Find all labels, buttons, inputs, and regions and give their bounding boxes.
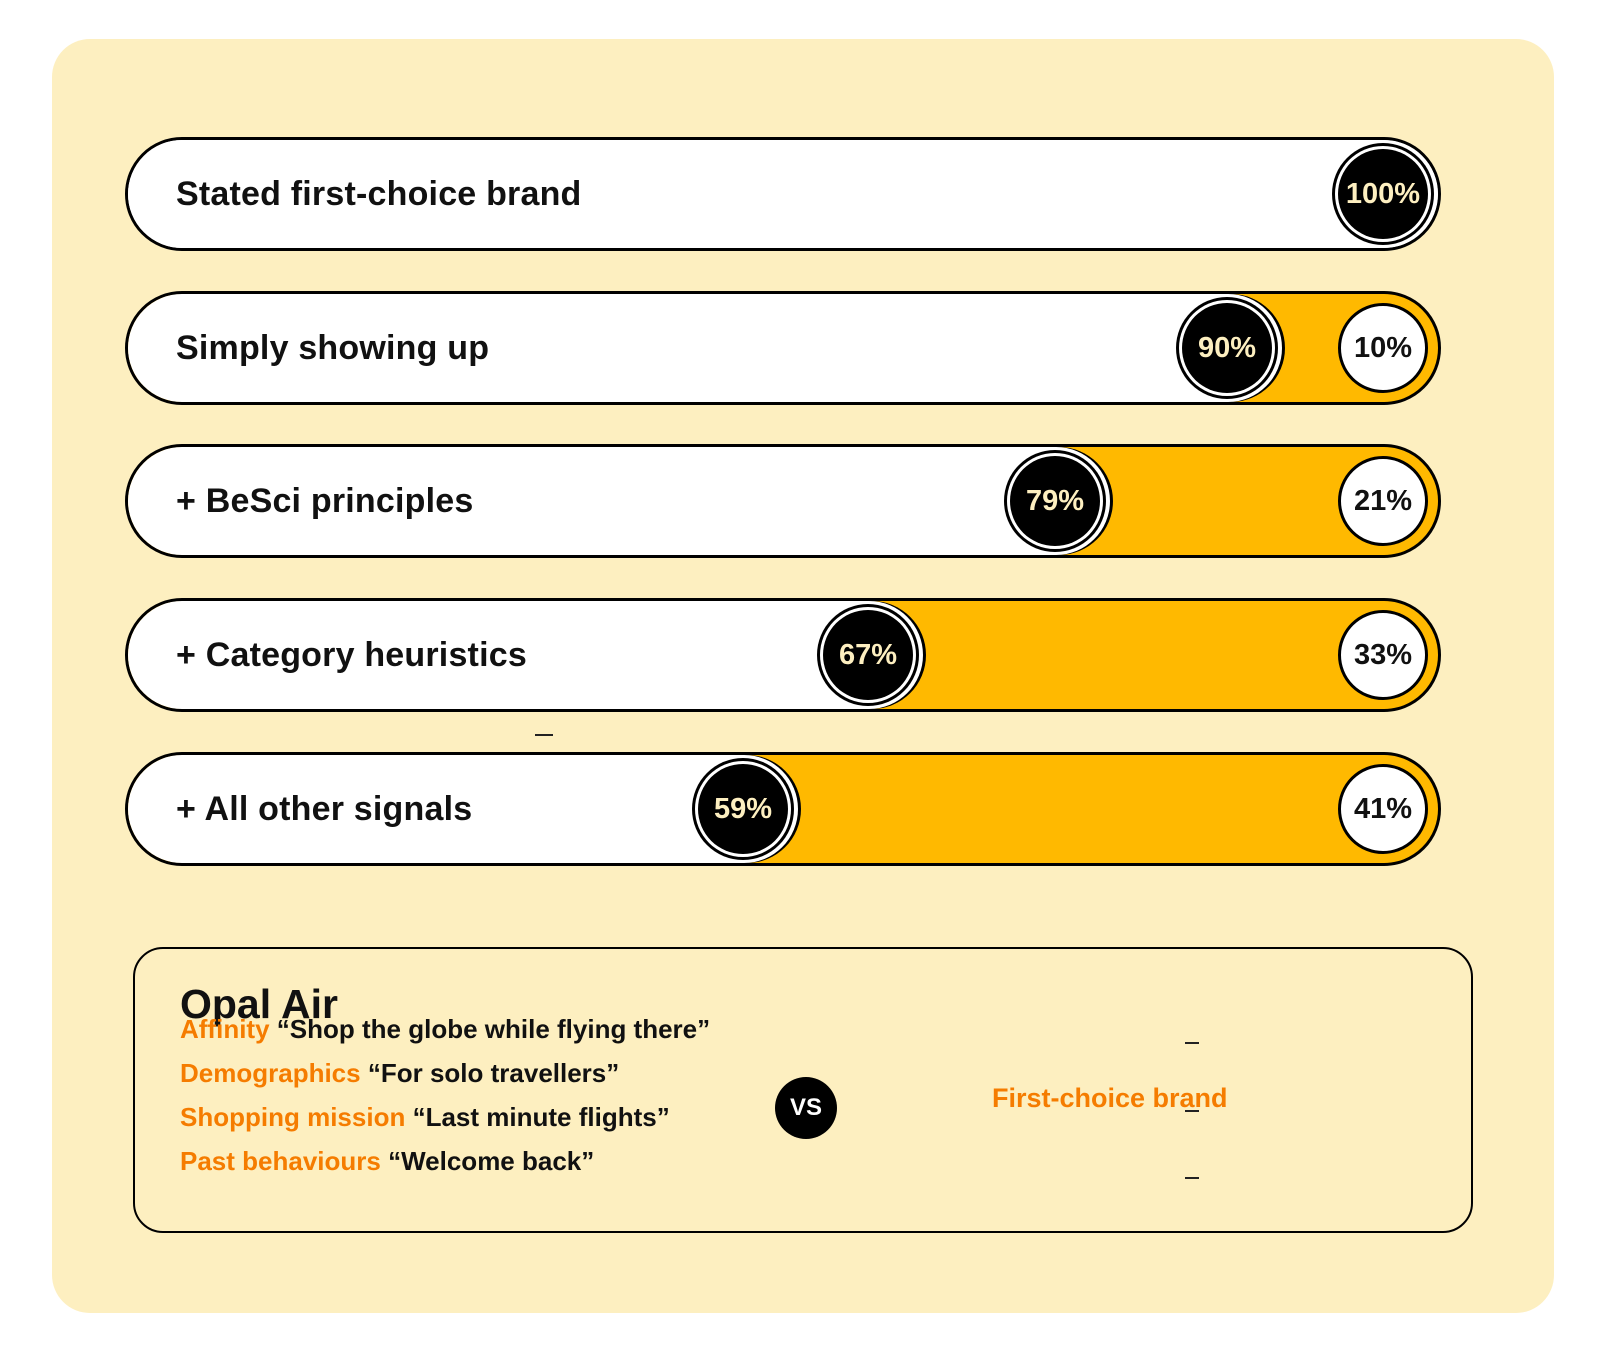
first-choice-brand-label: First-choice brand: [992, 1083, 1228, 1113]
bar-value-label-primary: 59%: [698, 764, 788, 854]
bar-category-label: + Category heuristics: [176, 635, 527, 674]
bar-segment-primary: [128, 294, 1282, 402]
bar-segment-primary: [128, 601, 923, 709]
signal-quote: “Last minute flights”: [412, 1102, 670, 1132]
bar-row: Simply showing up 90% 10%: [125, 291, 1441, 405]
bar-value-label-primary: 90%: [1182, 303, 1272, 393]
brand-title: Opal Air: [180, 981, 338, 1027]
signal-quote: “For solo travellers”: [367, 1058, 620, 1088]
signal-key: Demographics: [180, 1058, 361, 1088]
bar-segment-primary: [128, 447, 1110, 555]
bar-category-label: + All other signals: [176, 789, 473, 828]
bar-category-label: + BeSci principles: [176, 481, 474, 520]
signal-quote: “Shop the globe while flying there”: [276, 1014, 711, 1044]
signal-key: Past behaviours: [180, 1146, 381, 1176]
vs-badge: VS: [775, 1077, 837, 1139]
bar-value-label-primary: 100%: [1338, 149, 1428, 239]
brand-comparison-card: Opal Air Affinity “Shop the globe while …: [133, 947, 1473, 1233]
signal-row-past-behaviours: Past behaviours “Welcome back”: [180, 1146, 594, 1177]
signal-quote: “Welcome back”: [388, 1146, 595, 1176]
bar-value-label-remainder: 21%: [1338, 456, 1428, 546]
divider-dash: [535, 734, 553, 736]
bar-category-label: Stated first-choice brand: [176, 174, 582, 213]
bar-value-label-remainder: 10%: [1338, 303, 1428, 393]
bar-row: + Category heuristics 67% 33%: [125, 598, 1441, 712]
signal-key: Affinity: [180, 1014, 270, 1044]
divider-dash: [1185, 1110, 1199, 1112]
bar-value-label-remainder: 33%: [1338, 610, 1428, 700]
bar-segment-primary: [128, 755, 798, 863]
bar-value-label-primary: 67%: [823, 610, 913, 700]
bar-category-label: Simply showing up: [176, 328, 490, 367]
divider-dash: [1185, 1042, 1199, 1044]
signal-row-shopping-mission: Shopping mission “Last minute flights”: [180, 1102, 670, 1133]
bar-value-label-primary: 79%: [1010, 456, 1100, 546]
bar-row: + All other signals 59% 41%: [125, 752, 1441, 866]
signal-key: Shopping mission: [180, 1102, 406, 1132]
signal-row-affinity: Affinity “Shop the globe while flying th…: [180, 1014, 710, 1045]
bar-segment-primary: [128, 140, 1438, 248]
bar-row: Stated first-choice brand 100%: [125, 137, 1441, 251]
stacked-bar-chart: Stated first-choice brand 100% Simply show…: [125, 137, 1441, 866]
bar-row: + BeSci principles 79% 21%: [125, 444, 1441, 558]
signal-row-demographics: Demographics “For solo travellers”: [180, 1058, 619, 1089]
divider-dash: [1185, 1177, 1199, 1179]
bar-value-label-remainder: 41%: [1338, 764, 1428, 854]
